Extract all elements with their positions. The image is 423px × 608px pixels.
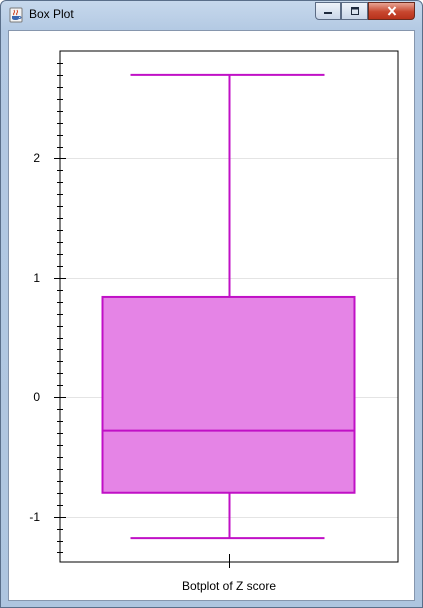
maximize-button[interactable] — [341, 2, 368, 20]
minimize-icon — [324, 12, 332, 14]
maximize-icon — [350, 7, 359, 15]
title-bar[interactable]: Box Plot — [1, 1, 422, 29]
minimize-button[interactable] — [315, 2, 341, 20]
box-plot-chart — [54, 50, 399, 568]
y-tick-label: 0 — [33, 389, 40, 404]
box-group — [101, 73, 356, 540]
chart-panel: -1 0 1 2 Botplot of Z score — [8, 30, 415, 601]
window-title: Box Plot — [29, 7, 74, 21]
java-cup-icon — [9, 7, 23, 23]
y-axis-ticks — [54, 63, 66, 553]
y-tick-label: -1 — [29, 509, 40, 524]
x-axis-label: Botplot of Z score — [181, 579, 277, 593]
y-tick-label: 2 — [33, 150, 40, 165]
y-tick-label: 1 — [33, 270, 40, 285]
interquartile-box — [101, 295, 356, 494]
close-button[interactable] — [368, 2, 415, 20]
close-icon — [387, 6, 396, 16]
